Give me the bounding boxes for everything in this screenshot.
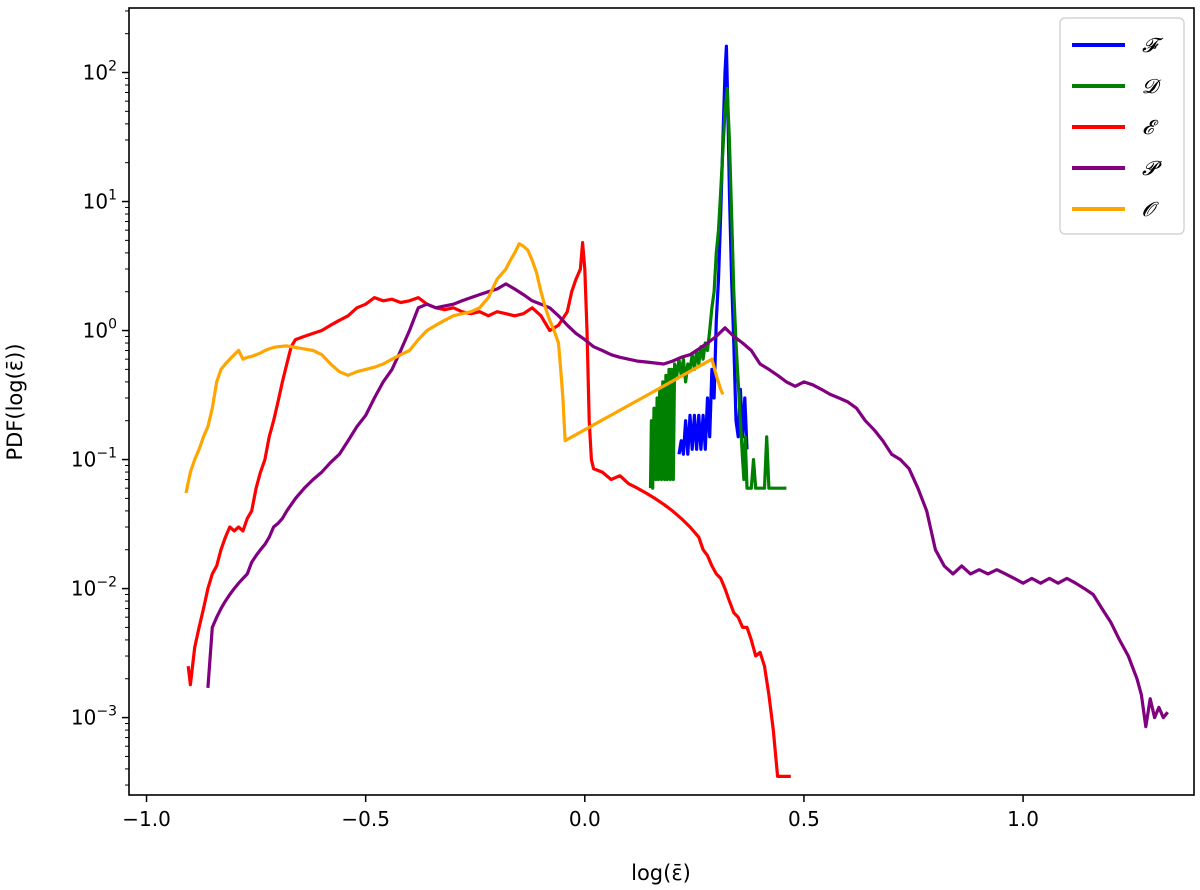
x-tick-label: −0.5 bbox=[341, 807, 390, 831]
series-line-4 bbox=[206, 282, 1169, 729]
x-tick-label: 1.0 bbox=[1007, 807, 1039, 831]
x-tick-label: −1.0 bbox=[122, 807, 171, 831]
series-line-2 bbox=[648, 87, 787, 490]
y-tick-label: 10−3 bbox=[71, 704, 117, 730]
series-line-1 bbox=[677, 44, 749, 456]
series-layer bbox=[184, 44, 1169, 778]
x-axis-label: log(ε̄) bbox=[631, 861, 691, 885]
y-tick-base: 10 bbox=[71, 577, 96, 601]
series-line-5 bbox=[184, 242, 725, 494]
legend-label-2: 𝓓 bbox=[1142, 74, 1162, 98]
y-tick-base: 10 bbox=[83, 319, 108, 343]
y-axis-label: PDF(log(ε̄)) bbox=[3, 343, 27, 460]
y-tick-label: 10−1 bbox=[71, 446, 117, 472]
y-tick-base: 10 bbox=[71, 448, 96, 472]
x-axis: −1.0 −0.5 0.0 0.5 1.0 bbox=[122, 795, 1039, 831]
y-tick-label: 102 bbox=[83, 59, 117, 85]
x-tick-label: 0.5 bbox=[788, 807, 820, 831]
y-tick-exponent: 1 bbox=[108, 188, 117, 204]
x-tick-label: 0.0 bbox=[569, 807, 601, 831]
y-tick-exponent: 0 bbox=[108, 317, 117, 333]
y-tick-label: 101 bbox=[83, 188, 117, 214]
y-tick-label: 100 bbox=[83, 317, 117, 343]
y-tick-exponent: −3 bbox=[96, 704, 117, 720]
plot-frame bbox=[128, 7, 1195, 796]
y-tick-exponent: −2 bbox=[96, 575, 117, 591]
y-tick-base: 10 bbox=[71, 706, 96, 730]
y-tick-base: 10 bbox=[83, 190, 108, 214]
y-tick-exponent: −1 bbox=[96, 446, 117, 462]
y-tick-base: 10 bbox=[83, 61, 108, 85]
y-tick-label: 10−2 bbox=[71, 575, 117, 601]
series-line-3 bbox=[186, 241, 791, 778]
y-tick-exponent: 2 bbox=[108, 59, 117, 75]
